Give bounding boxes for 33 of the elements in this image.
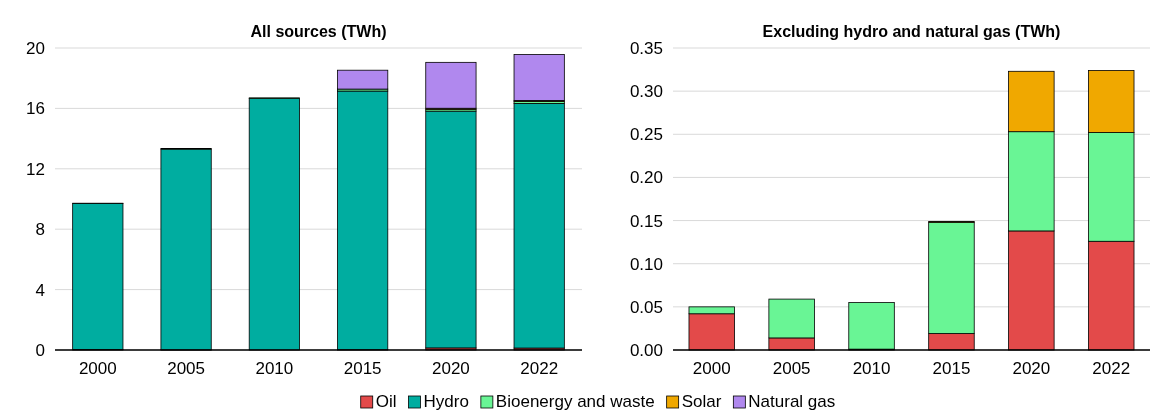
x-tick-label: 2000 (78, 359, 117, 379)
y-tick-label: 0.25 (629, 125, 663, 145)
y-tick-label: 0.00 (629, 340, 663, 360)
x-tick-label: 2010 (255, 359, 294, 379)
x-tick-label: 2020 (432, 359, 470, 379)
y-tick-label: 0.05 (629, 297, 663, 317)
legend-label: Natural gas (748, 392, 836, 411)
x-tick-label: 2005 (167, 359, 205, 379)
y-tick-label: 0 (35, 340, 45, 360)
y-tick-label: 12 (26, 159, 45, 179)
y-tick-label: 0.10 (629, 254, 663, 274)
x-tick-label: 2010 (852, 359, 891, 379)
x-tick-label: 2022 (520, 359, 559, 379)
y-tick-label: 0.30 (629, 82, 663, 102)
x-tick-label: 2022 (1092, 359, 1131, 379)
y-tick-label: 16 (26, 99, 45, 119)
x-tick-label: 2000 (692, 359, 731, 379)
x-tick-label: 2005 (772, 359, 811, 379)
y-tick-label: 0.35 (629, 38, 663, 58)
legend-label: Hydro (423, 392, 469, 411)
y-tick-label: 4 (35, 280, 45, 300)
legend-label: Solar (681, 392, 722, 411)
y-tick-label: 20 (26, 38, 45, 58)
chart-title: Excluding hydro and natural gas (TWh) (762, 23, 1061, 40)
y-tick-label: 0.20 (629, 168, 663, 188)
x-tick-label: 2015 (343, 359, 382, 379)
legend-label: Oil (375, 392, 397, 411)
y-tick-label: 0.15 (629, 211, 663, 231)
legend-label: Bioenergy and waste (495, 392, 655, 411)
chart-title: All sources (TWh) (250, 23, 387, 40)
y-tick-label: 8 (35, 220, 45, 240)
x-tick-label: 2020 (1012, 359, 1051, 379)
x-tick-label: 2015 (932, 359, 971, 379)
